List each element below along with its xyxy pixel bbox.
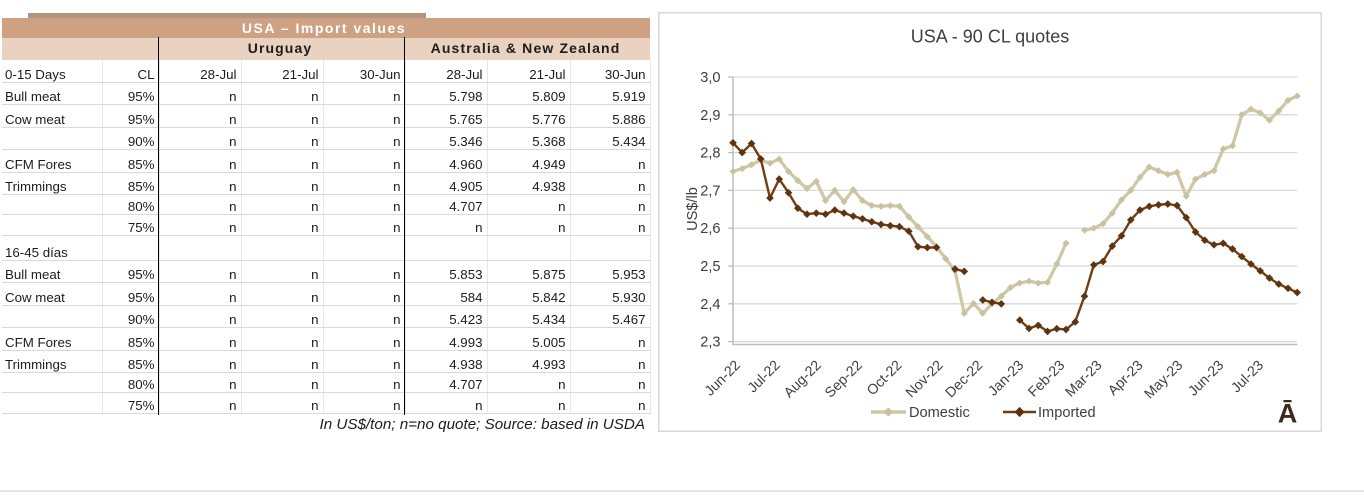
svg-text:3,0: 3,0 bbox=[700, 70, 720, 86]
svg-text:2,9: 2,9 bbox=[700, 108, 720, 124]
svg-text:Ā: Ā bbox=[1278, 399, 1298, 429]
svg-text:2,8: 2,8 bbox=[700, 146, 720, 162]
svg-text:2,4: 2,4 bbox=[700, 297, 720, 313]
svg-text:2,7: 2,7 bbox=[700, 183, 720, 199]
svg-text:USA - 90 CL quotes: USA - 90 CL quotes bbox=[911, 27, 1069, 47]
svg-text:Domestic: Domestic bbox=[909, 405, 970, 421]
svg-text:2,6: 2,6 bbox=[700, 221, 720, 237]
svg-text:Imported: Imported bbox=[1038, 405, 1096, 421]
svg-text:2,5: 2,5 bbox=[700, 259, 720, 275]
svg-text:US$/lb: US$/lb bbox=[685, 187, 701, 231]
svg-text:2,3: 2,3 bbox=[700, 335, 720, 351]
